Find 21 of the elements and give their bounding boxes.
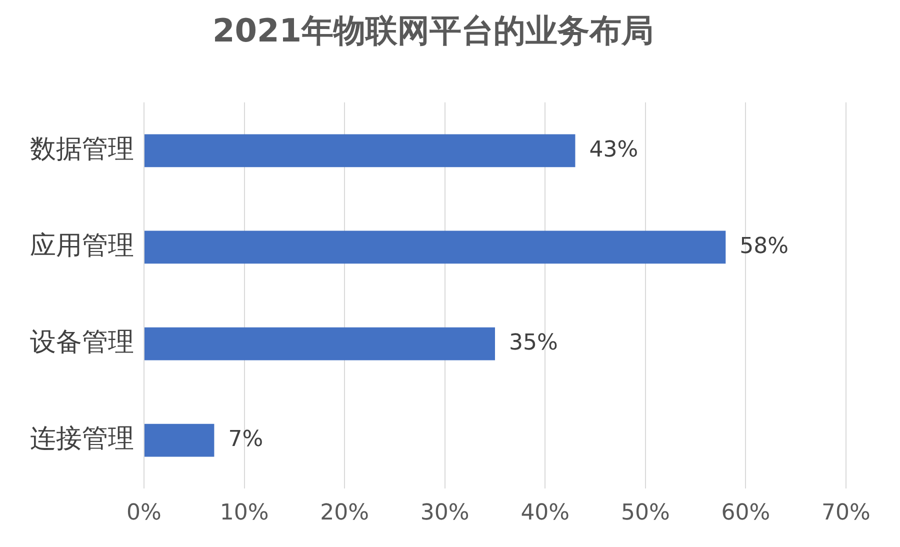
data-label: 7% bbox=[228, 427, 264, 452]
x-tick-label: 60% bbox=[721, 500, 770, 526]
chart-title: 2021年物联网平台的业务布局 bbox=[212, 12, 654, 50]
y-tick-label: 设备管理 bbox=[30, 328, 134, 358]
x-tick-label: 30% bbox=[420, 500, 470, 526]
bar bbox=[144, 134, 576, 168]
x-tick-label: 70% bbox=[822, 500, 870, 526]
bar bbox=[144, 230, 726, 264]
data-label: 35% bbox=[509, 330, 558, 356]
bar bbox=[144, 327, 495, 360]
x-tick-label: 40% bbox=[520, 500, 570, 526]
data-label: 43% bbox=[589, 137, 638, 162]
x-tick-label: 50% bbox=[620, 500, 670, 526]
x-tick-label: 10% bbox=[220, 500, 269, 526]
x-tick-label: 0% bbox=[126, 500, 162, 526]
y-tick-label: 应用管理 bbox=[30, 230, 134, 261]
bar bbox=[144, 424, 214, 457]
x-tick-label: 20% bbox=[320, 500, 370, 526]
y-tick-label: 连接管理 bbox=[30, 424, 134, 454]
y-tick-label: 数据管理 bbox=[30, 134, 134, 164]
data-label: 58% bbox=[740, 234, 789, 259]
